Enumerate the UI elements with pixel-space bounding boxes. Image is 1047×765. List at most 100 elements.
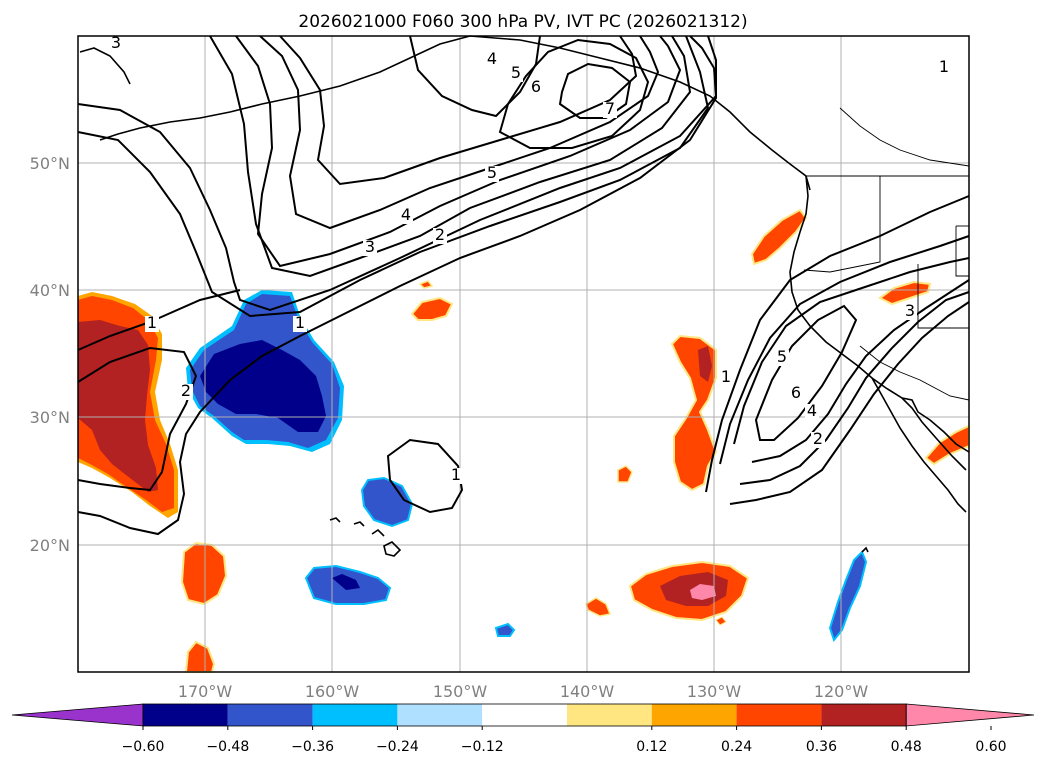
- colorbar-tick-label: −0.12: [461, 739, 504, 755]
- colorbar-segment: [651, 704, 737, 726]
- shade-blob-14n-139w: [585, 597, 612, 617]
- contour-label: 1: [721, 367, 731, 386]
- contour-label: 2: [181, 381, 191, 400]
- shade-blob-41n-152w: [418, 280, 434, 289]
- contour-label: 6: [531, 77, 541, 96]
- shade-blob-20n-170w: [180, 541, 228, 606]
- colorbar-segment: [397, 704, 483, 726]
- contour-label-bg: [805, 404, 819, 420]
- colorbar-tick-label: −0.36: [291, 739, 334, 755]
- lat-labels: 50°N 40°N 30°N 20°N: [30, 154, 70, 555]
- colorbar-tick-label: −0.24: [376, 739, 419, 755]
- shade-neg-blob-13n: [494, 622, 516, 637]
- colorbar-segment: [821, 704, 907, 726]
- contour-label: 4: [487, 49, 497, 68]
- shade-west-high: [78, 320, 158, 492]
- shade-blob-13n-128w: [715, 616, 727, 626]
- lon-label-150w: 150°W: [433, 682, 488, 701]
- colorbar: −0.60 −0.48 −0.36 −0.24 −0.12 0.12 0.24 0.36 0.4…: [11, 703, 1035, 755]
- colorbar-tick-label: 0.12: [636, 739, 667, 755]
- contour-west-1b: [77, 35, 717, 536]
- lon-label-130w: 130°W: [687, 682, 742, 701]
- graticule: [78, 36, 969, 672]
- shade-neg-blob-17n-core: [332, 574, 360, 590]
- contour-label-bg: [363, 240, 377, 256]
- contour-east-2: [729, 301, 970, 505]
- contour-east-5: [733, 257, 970, 445]
- contour-label: 3: [905, 301, 915, 320]
- colorbar-extend-min: [11, 703, 144, 727]
- map-frame: [77, 35, 970, 673]
- contour-label-bg: [603, 102, 617, 118]
- contour-low-6: [498, 38, 650, 149]
- colorbar-segment: [567, 704, 652, 726]
- colorbar-extend-max: [905, 703, 1035, 727]
- shade-blob-40n-151w: [410, 296, 454, 321]
- shade-neg-blob-25n: [360, 476, 414, 528]
- colorbar-outline: [142, 703, 907, 727]
- contour-label: 1: [147, 313, 157, 332]
- contour-label-bg: [719, 370, 733, 386]
- contour-label: 6: [791, 383, 801, 402]
- lat-label-50n: 50°N: [30, 154, 70, 173]
- contour-label: 7: [605, 99, 615, 118]
- colorbar-tick-label: 0.60: [975, 739, 1006, 755]
- shade-south-blob-core: [690, 584, 716, 600]
- political-borders: [803, 107, 970, 401]
- contour-label-bg: [293, 316, 307, 332]
- colorbar-segment: [482, 704, 567, 726]
- map-title: 2026021000 F060 300 hPa PV, IVT PC (2026…: [298, 12, 747, 32]
- contour-low-7: [558, 62, 632, 119]
- contour-jet-5: [259, 35, 660, 230]
- colorbar-tick-label: −0.48: [206, 739, 249, 755]
- lon-label-160w: 160°W: [305, 682, 360, 701]
- contour-label: 5: [487, 163, 497, 182]
- contour-jet-6: [279, 35, 638, 186]
- contour-label-bg: [449, 468, 463, 484]
- lat-label-30n: 30°N: [30, 408, 70, 427]
- colorbar-segment: [736, 704, 822, 726]
- contour-label-bg: [903, 304, 917, 320]
- colorbar-tick-label: 0.36: [806, 739, 837, 755]
- contour-label: 4: [401, 205, 411, 224]
- shade-blob-44n-128w: [750, 208, 808, 266]
- contour-label: 4: [807, 401, 817, 420]
- contour-west-2: [77, 346, 198, 492]
- contour-label-bg: [399, 208, 413, 224]
- contour-east-4: [739, 291, 970, 485]
- contour-label-bg: [775, 350, 789, 366]
- contour-jet-2: [77, 35, 710, 318]
- lon-label-170w: 170°W: [178, 682, 233, 701]
- contour-label-bg: [485, 52, 499, 68]
- contour-east-1: [705, 195, 970, 493]
- colorbar-segment: [143, 704, 228, 726]
- colorbar-tick-label: −0.60: [122, 739, 165, 755]
- shade-blob-39n-114w: [878, 280, 932, 306]
- lon-labels: 170°W 160°W 150°W 140°W 130°W 120°W: [178, 682, 869, 701]
- contour-label-bg: [509, 66, 523, 82]
- shade-neg-west-high: [200, 340, 326, 432]
- contour-label-bg: [109, 36, 123, 52]
- contour-label-bg: [433, 228, 447, 244]
- colorbar-segment: [312, 704, 398, 726]
- contour-label: 2: [435, 225, 445, 244]
- contour-east-3: [719, 235, 970, 465]
- contour-jet-3: [209, 35, 692, 278]
- colorbar-segment: [227, 704, 313, 726]
- contour-label: 1: [451, 465, 461, 484]
- contour-label-bg: [145, 316, 159, 332]
- lon-label-120w: 120°W: [814, 682, 869, 701]
- contour-label: 5: [777, 347, 787, 366]
- lat-label-20n: 20°N: [30, 536, 70, 555]
- shade-east-strip-core: [698, 346, 712, 382]
- contour-label-bg: [179, 384, 193, 400]
- shade-blob-24n-137w: [617, 465, 633, 483]
- contour-label-bg: [789, 386, 803, 402]
- colorbar-tick-label: 0.48: [891, 739, 922, 755]
- contour-label: 5: [511, 63, 521, 82]
- lat-label-40n: 40°N: [30, 281, 70, 300]
- contour-label: 1: [295, 313, 305, 332]
- contour-label-bg: [529, 80, 543, 96]
